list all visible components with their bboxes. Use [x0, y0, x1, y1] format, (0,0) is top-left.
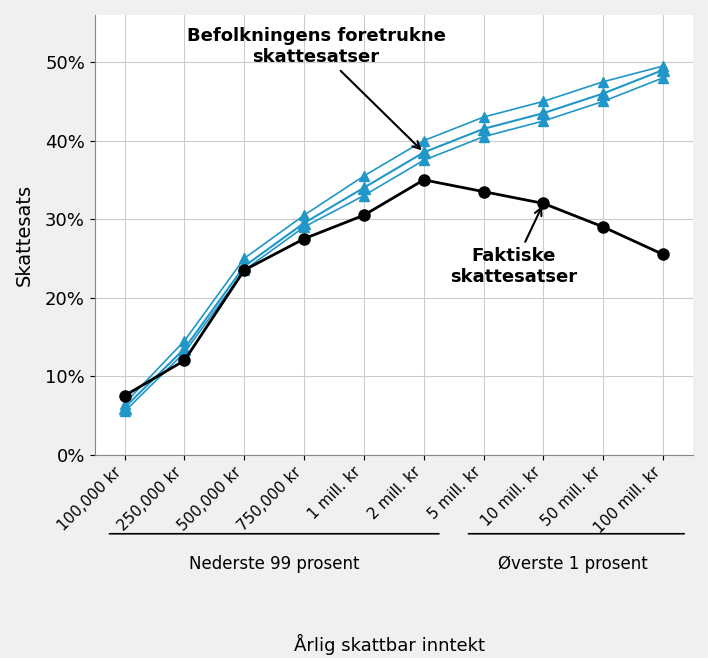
Text: Befolkningens foretrukne
skattesatser: Befolkningens foretrukne skattesatser: [187, 27, 445, 149]
Text: Faktiske
skattesatser: Faktiske skattesatser: [450, 208, 577, 286]
Text: Øverste 1 prosent: Øverste 1 prosent: [498, 555, 649, 573]
Text: Nederste 99 prosent: Nederste 99 prosent: [189, 555, 360, 573]
Text: Årlig skattbar inntekt: Årlig skattbar inntekt: [294, 634, 485, 655]
Y-axis label: Skattesats: Skattesats: [15, 184, 34, 286]
